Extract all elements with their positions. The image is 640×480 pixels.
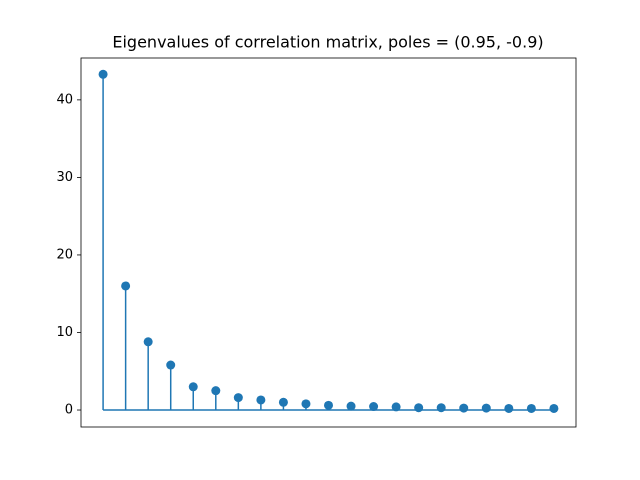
stem-marker [233,393,243,403]
stem-marker [211,386,221,396]
stem-marker [256,395,266,405]
axes-frame [80,57,577,428]
y-tick-label: 40 [56,92,73,107]
stem-marker [188,382,198,392]
y-tick-label: 20 [56,247,73,262]
y-tick-label: 30 [56,170,73,185]
stem-marker [549,403,559,413]
stem-marker [301,399,311,409]
chart-title: Eigenvalues of correlation matrix, poles… [112,33,543,52]
stem-marker [324,400,333,410]
stem-marker [278,397,288,407]
stem-marker [346,401,356,411]
stem-marker [504,403,514,413]
stem-marker [143,337,153,347]
stem-marker [414,403,424,413]
stem-marker [459,403,469,413]
stem-marker [369,402,379,412]
stem-marker [436,403,446,413]
stem-marker [526,403,536,413]
stem-marker [481,403,491,413]
stem-marker [391,402,401,412]
y-tick-label: 0 [65,403,73,418]
stem-marker [166,360,176,370]
stem-marker [98,69,108,79]
stem-marker [121,281,131,291]
y-tick-label: 10 [56,325,73,340]
